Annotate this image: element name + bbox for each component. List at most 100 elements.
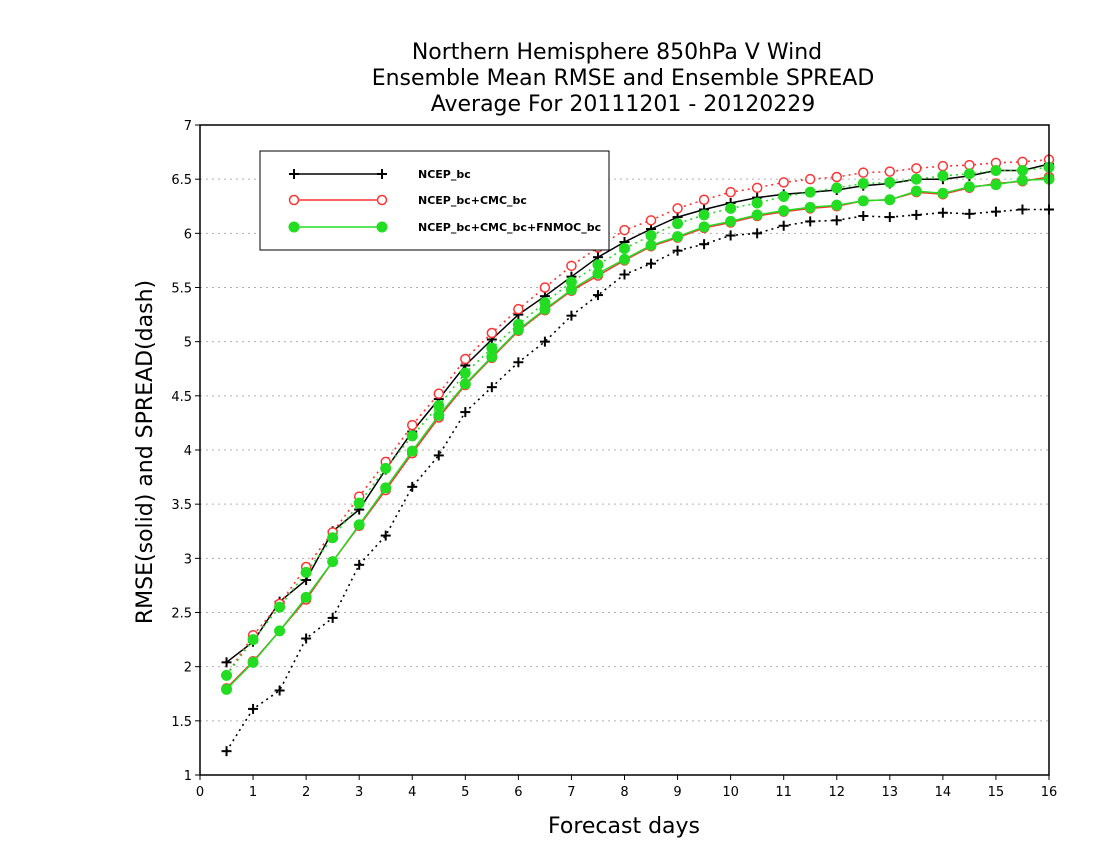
chart-title-line-1: Northern Hemisphere 850hPa V Wind <box>412 40 822 65</box>
spread-point-0 <box>964 208 975 219</box>
y-axis-label: RMSE(solid) and SPREAD(dash) <box>133 280 158 624</box>
x-tick-label: 7 <box>567 785 575 800</box>
y-tick-label: 1.5 <box>171 715 192 730</box>
spread-point-2 <box>353 497 365 509</box>
y-tick-label: 6 <box>184 227 192 242</box>
rmse-point-2 <box>831 199 843 211</box>
spread-point-2 <box>406 430 418 442</box>
rmse-point-2 <box>274 625 286 637</box>
x-tick-label: 12 <box>828 785 845 800</box>
rmse-point-2 <box>751 209 763 221</box>
rmse-point-2 <box>672 231 684 243</box>
legend-label-0: NCEP_bc <box>418 168 471 181</box>
y-tick-label: 5 <box>184 336 192 351</box>
rmse-point-2 <box>247 656 259 668</box>
rmse-point-0 <box>221 657 232 668</box>
spread-point-2 <box>778 191 790 202</box>
legend-entry-2: NCEP_bc+CMC_bc+FNMOC_bc <box>288 221 601 234</box>
spread-point-2 <box>645 230 657 241</box>
spread-point-2 <box>380 462 392 474</box>
rmse-point-2 <box>459 378 471 390</box>
x-tick-label: 5 <box>461 785 469 800</box>
series-2 <box>221 161 1055 695</box>
spread-point-0 <box>805 216 816 227</box>
spread-point-2 <box>990 165 1002 176</box>
spread-point-2 <box>937 170 949 182</box>
spread-point-0 <box>752 228 763 239</box>
y-tick-label: 2.5 <box>171 607 192 622</box>
spread-point-0 <box>672 245 683 256</box>
x-tick-label: 15 <box>988 785 1005 800</box>
legend-label-1: NCEP_bc+CMC_bc <box>418 194 527 207</box>
spread-point-1 <box>751 182 763 194</box>
series-layer <box>221 154 1055 757</box>
x-tick-label: 13 <box>882 785 899 800</box>
spread-point-0 <box>778 220 789 231</box>
spread-point-2 <box>698 209 710 221</box>
spread-point-1 <box>858 167 869 178</box>
rmse-point-2 <box>406 445 418 457</box>
legend-marker-left-2 <box>288 221 300 233</box>
y-tick-label: 3 <box>184 552 192 567</box>
spread-point-0 <box>884 212 895 223</box>
spread-point-1 <box>1017 156 1028 168</box>
spread-line-0 <box>225 208 1049 752</box>
rmse-point-2 <box>380 482 392 494</box>
spread-point-2 <box>672 218 684 230</box>
spread-point-0 <box>327 612 338 623</box>
x-tick-label: 9 <box>673 785 681 800</box>
spread-point-1 <box>911 163 922 174</box>
x-tick-label: 0 <box>196 785 204 800</box>
spread-point-2 <box>221 669 233 681</box>
legend-marker-left-1 <box>288 194 300 206</box>
chart-title-line-2: Ensemble Mean RMSE and Ensemble SPREAD <box>372 66 875 91</box>
spread-point-1 <box>804 173 816 185</box>
spread-point-0 <box>513 357 524 368</box>
rmse-point-2 <box>990 179 1002 191</box>
spread-point-1 <box>619 224 630 236</box>
spread-point-1 <box>460 353 471 365</box>
y-tick-label: 2 <box>184 661 192 676</box>
spread-point-2 <box>884 176 896 188</box>
spread-point-2 <box>300 566 312 578</box>
spread-point-0 <box>592 290 603 301</box>
spread-point-1 <box>831 171 842 183</box>
spread-point-0 <box>407 481 418 492</box>
spread-point-1 <box>407 419 418 431</box>
y-tick-label: 1 <box>184 769 192 784</box>
spread-point-1 <box>672 203 683 214</box>
rmse-point-2 <box>512 324 524 336</box>
spread-point-2 <box>910 173 922 185</box>
rmse-point-2 <box>433 409 445 421</box>
x-tick-label: 1 <box>249 785 257 800</box>
legend-marker-right-0 <box>377 169 387 179</box>
legend-marker-left-0 <box>289 169 299 179</box>
legend-entry-1: NCEP_bc+CMC_bc <box>288 194 527 207</box>
rmse-point-2 <box>778 205 790 217</box>
spread-point-0 <box>646 258 657 269</box>
chart-title-line-3: Average For 20111201 - 20120229 <box>431 92 816 117</box>
x-tick-label: 16 <box>1041 785 1058 800</box>
rmse-point-2 <box>698 221 710 233</box>
spread-point-1 <box>486 327 498 339</box>
spread-point-0 <box>380 530 391 541</box>
spread-point-1 <box>778 177 789 188</box>
x-tick-label: 8 <box>620 785 628 800</box>
spread-point-0 <box>566 310 577 321</box>
spread-point-2 <box>857 178 869 189</box>
x-tick-label: 3 <box>355 785 363 800</box>
spread-point-0 <box>937 207 948 218</box>
spread-point-2 <box>274 601 286 613</box>
spread-point-0 <box>858 211 869 221</box>
spread-point-2 <box>725 202 737 214</box>
spread-point-0 <box>1017 204 1028 215</box>
spread-point-0 <box>699 239 710 250</box>
x-tick-label: 11 <box>775 785 792 800</box>
spread-point-2 <box>1016 165 1028 176</box>
spread-point-2 <box>459 367 471 379</box>
spread-point-0 <box>539 336 550 347</box>
rmse-point-2 <box>963 181 975 193</box>
spread-point-2 <box>327 532 339 544</box>
rmse-point-2 <box>857 195 869 207</box>
